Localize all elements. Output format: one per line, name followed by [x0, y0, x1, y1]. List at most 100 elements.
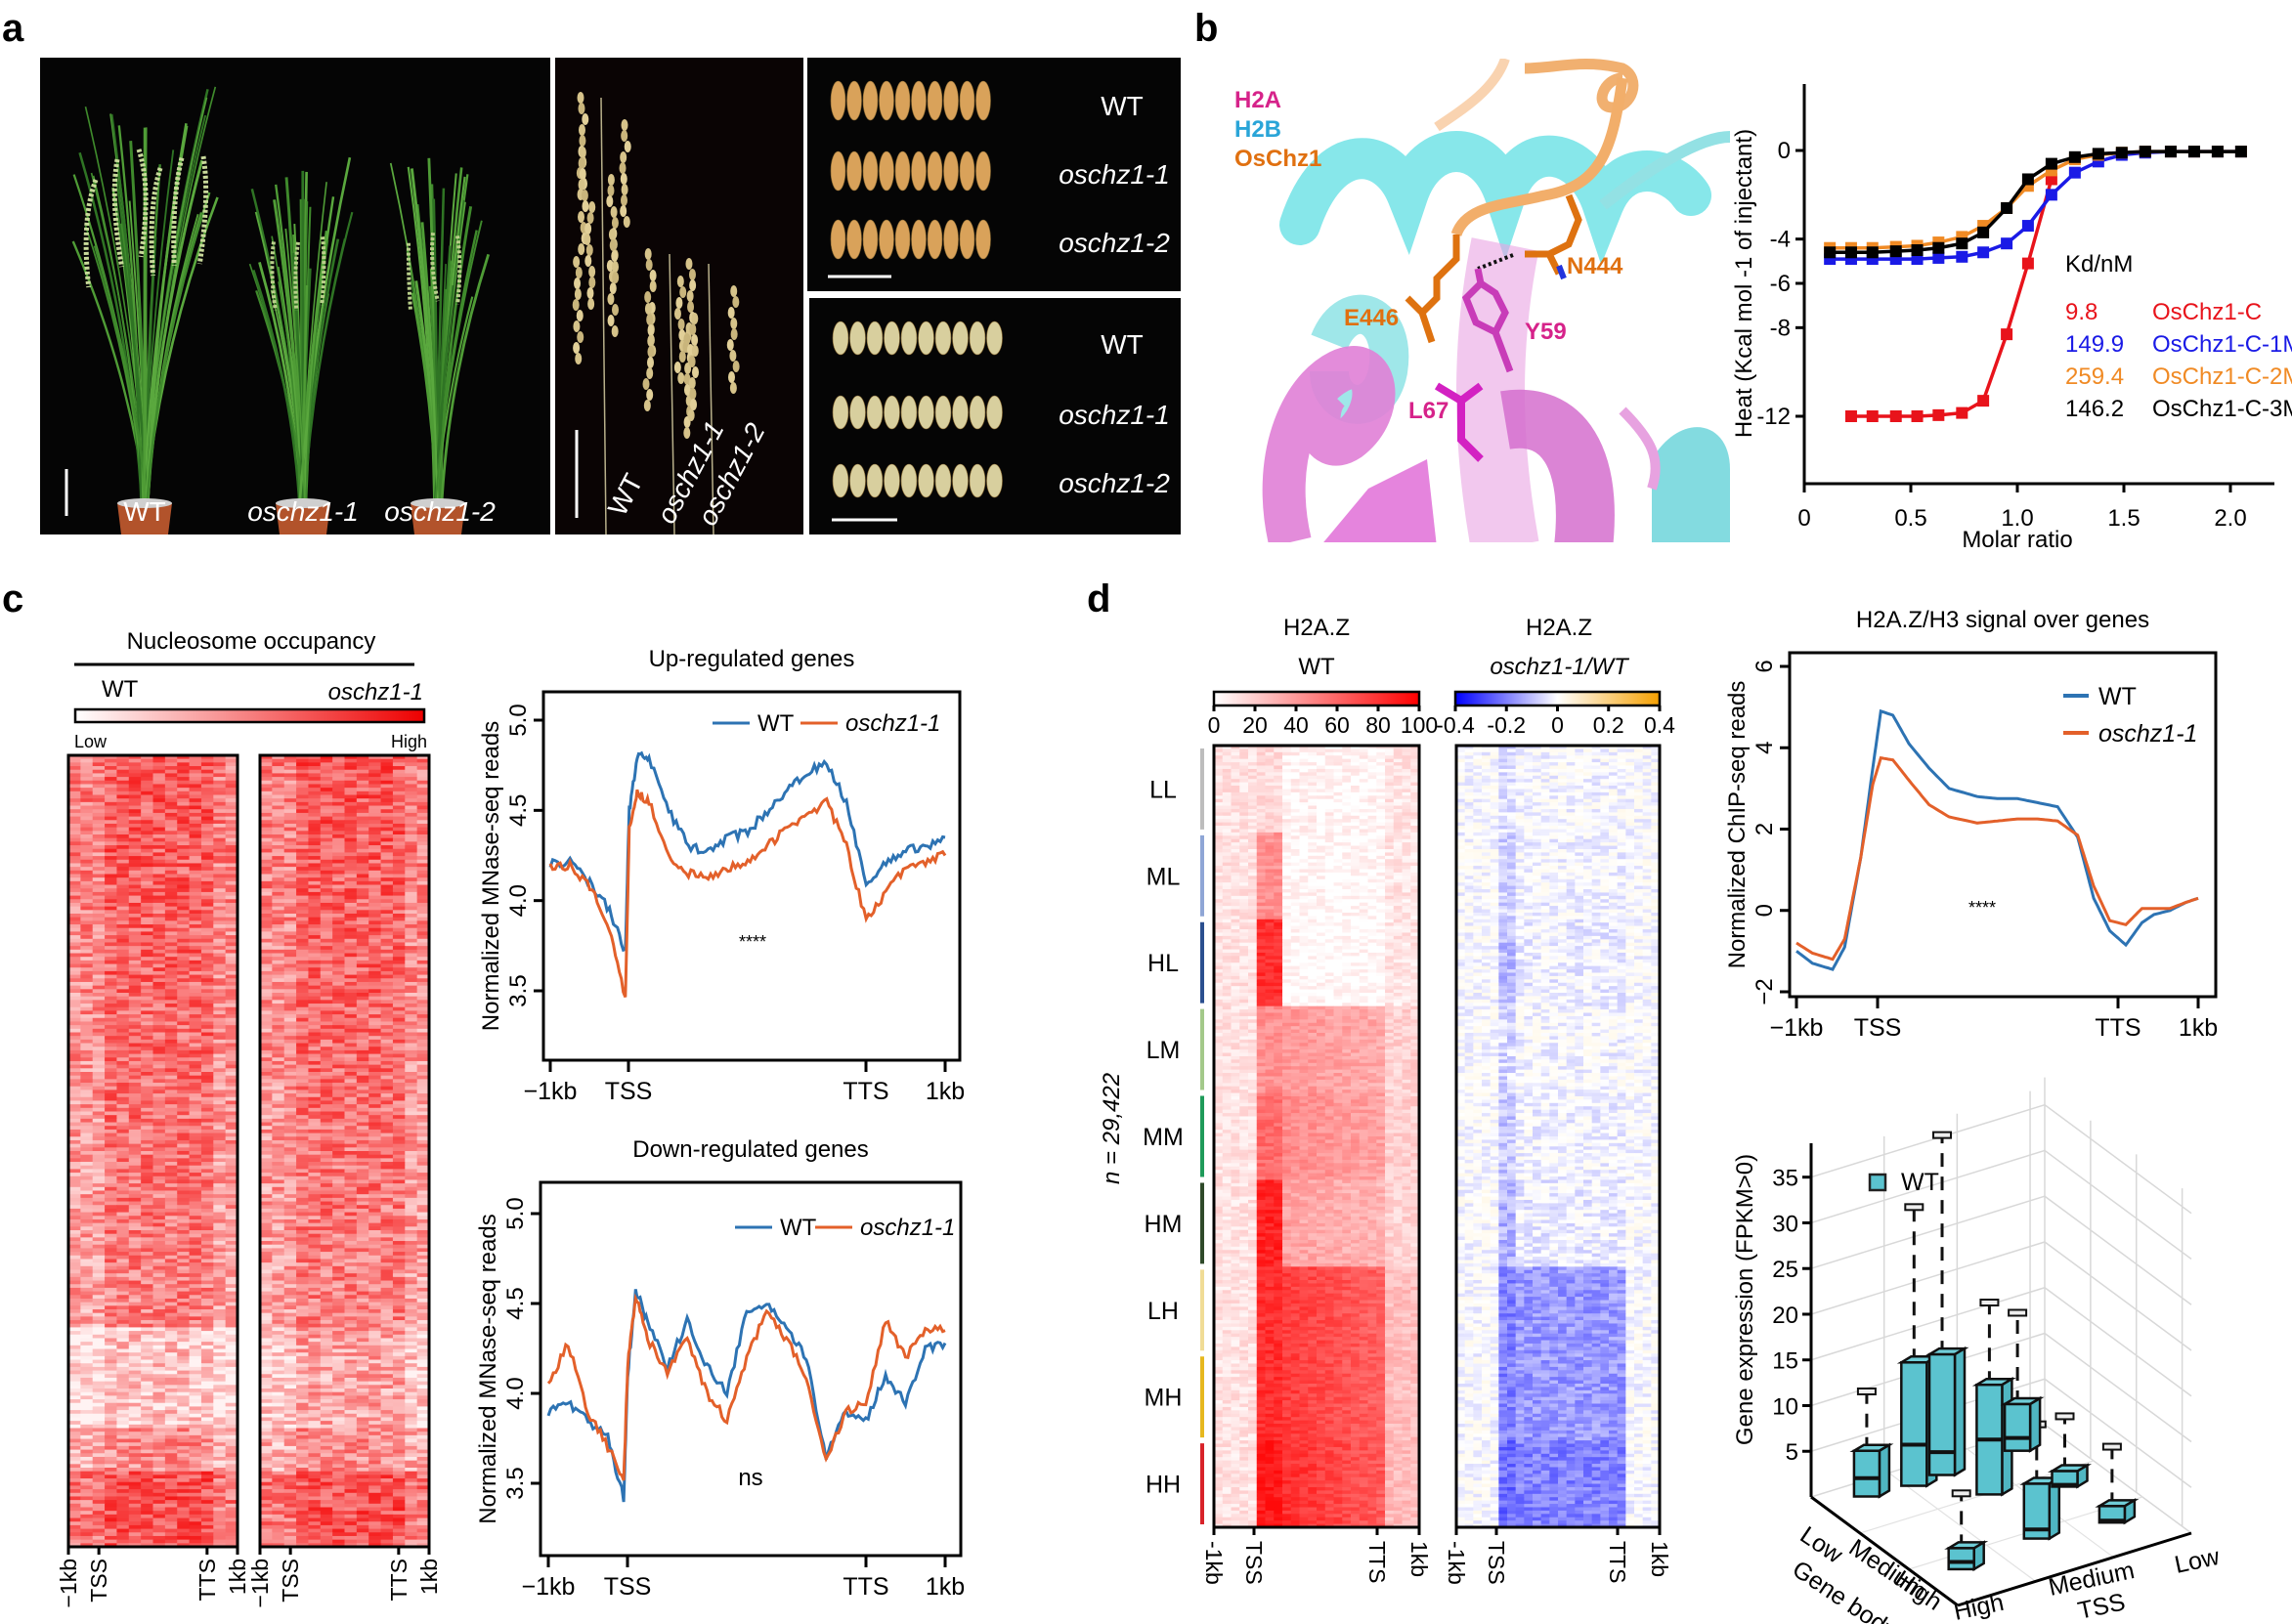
heatmap-cell [368, 1006, 382, 1011]
heatmap-cell [200, 949, 214, 954]
heatmap-cell [189, 1226, 202, 1231]
heatmap-cell [405, 946, 418, 951]
heatmap-cell [68, 899, 81, 904]
heatmap-cell [356, 1057, 369, 1062]
heatmap-cell [368, 963, 382, 968]
heatmap-cell [68, 766, 81, 771]
heatmap-cell [189, 1287, 202, 1292]
heatmap-cell [164, 1100, 178, 1105]
heatmap-cell [320, 1115, 333, 1120]
heatmap-cell [80, 927, 94, 932]
heatmap-cell [68, 1165, 81, 1170]
heatmap-cell [260, 1036, 273, 1041]
heatmap-cell [92, 1489, 106, 1494]
heatmap-cell [308, 777, 322, 782]
leaf [284, 228, 307, 509]
itc-point [1844, 410, 1857, 422]
heatmap-cell [80, 863, 94, 868]
heatmap-cell [105, 1226, 117, 1231]
heatmap-cell [380, 1064, 394, 1069]
heatmap-cell [213, 996, 227, 1001]
heatmap-cell [368, 841, 382, 846]
heatmap-cell [189, 1090, 202, 1094]
heatmap-cell [320, 837, 333, 842]
heatmap-cell [105, 755, 117, 760]
spikelet [688, 377, 696, 389]
heatmap-cell [283, 1014, 297, 1019]
heatmap-cell [260, 834, 273, 839]
heatmap-cell [164, 1111, 178, 1116]
heatmap-cell [177, 924, 191, 929]
heatmap-cell [92, 1064, 106, 1069]
heatmap-cell [116, 1139, 130, 1145]
heatmap-cell [380, 1075, 394, 1080]
heatmap-cell [80, 856, 94, 861]
heatmap-cell [320, 1060, 333, 1066]
heatmap-cell [332, 910, 345, 915]
heatmap-cell [344, 1096, 358, 1101]
heatmap-cell [213, 1434, 227, 1439]
heatmap-cell [416, 766, 430, 771]
heatmap-cell [213, 766, 227, 771]
heatmap-cell [189, 1348, 202, 1353]
heatmap-cell [189, 1302, 202, 1306]
heatmap-cell [152, 1291, 166, 1296]
heatmap-cell [128, 1464, 142, 1469]
heatmap-cell [68, 1233, 81, 1238]
heatmap-cell [320, 874, 333, 878]
heatmap-cell [116, 1104, 130, 1109]
heatmap-cell [92, 899, 106, 904]
heatmap-cell [92, 1363, 106, 1368]
heatmap-cell [308, 957, 322, 962]
heatmap-cell [116, 755, 130, 760]
heatmap-cell [225, 942, 238, 947]
spikelet [644, 303, 652, 315]
heatmap-cell [405, 816, 418, 821]
heatmap-cell [283, 888, 297, 893]
heatmap-cell [200, 910, 214, 915]
heatmap-cell [141, 1327, 153, 1332]
heatmap-cell [80, 1295, 94, 1300]
heatmap-cell [164, 1345, 178, 1349]
heatmap-cell [320, 1039, 333, 1044]
heatmap-cell [416, 1047, 430, 1051]
heatmap-cell [68, 1021, 81, 1026]
heatmap-cell [200, 1006, 214, 1011]
heatmap-cell [283, 1021, 297, 1026]
heatmap-cell [260, 1000, 273, 1004]
heatmap-cell [320, 938, 333, 943]
heatmap-cell [141, 1517, 153, 1522]
heatmap-cell [368, 852, 382, 857]
heatmap-cell [80, 1021, 94, 1026]
heatmap-cell [213, 1305, 227, 1310]
heatmap-cell [177, 1421, 191, 1426]
structure-legend: H2A H2B OsChz1 N444 E446 Y59 L67 [1234, 87, 1623, 424]
heatmap-cell [272, 805, 285, 810]
heatmap-cell [213, 1111, 227, 1116]
heatmap-cell [105, 1107, 117, 1112]
heatmap-cell [296, 827, 309, 832]
heatmap-cell [68, 823, 81, 829]
heatmap-cell [164, 1471, 178, 1475]
heatmap-cell [344, 1014, 358, 1019]
heatmap-cell [92, 1133, 106, 1137]
heatmap-cell [152, 1460, 166, 1465]
heatmap-cell [177, 870, 191, 875]
heatmap-cell [152, 880, 166, 885]
heatmap-cell [141, 852, 153, 857]
heatmap-cell [356, 960, 369, 964]
heatmap-cell [80, 1514, 94, 1518]
heatmap-cell [392, 914, 406, 919]
heatmap-cell [296, 1036, 309, 1041]
heatmap-cell [213, 863, 227, 868]
heatmap-cell [416, 1025, 430, 1030]
heatmap-cell [68, 1295, 81, 1300]
heatmap-cell [141, 1233, 153, 1238]
heatmap-cell [392, 848, 406, 853]
heatmap-cell [105, 1421, 117, 1426]
heatmap-cell [189, 1208, 202, 1213]
heatmap-cell [116, 1028, 130, 1033]
itc-point [1889, 245, 1902, 258]
heatmap-cell [380, 914, 394, 919]
heatmap-cell [141, 780, 153, 785]
